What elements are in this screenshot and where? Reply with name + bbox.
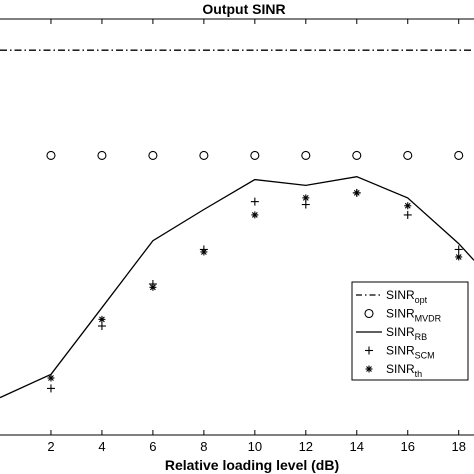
- legend-box: [351, 281, 469, 381]
- point-mvdr-3: [199, 150, 209, 160]
- point-th-2: [149, 283, 157, 291]
- point-mvdr-5: [301, 150, 311, 160]
- x-tick-label-4: 10: [248, 439, 262, 454]
- series-layer: [0, 49, 474, 399]
- point-scm-4: [250, 197, 259, 206]
- legend-item-mvdr: SINRMVDR: [364, 307, 442, 324]
- point-th-4: [251, 211, 259, 219]
- point-scm-8: [454, 245, 463, 254]
- legend-marker-th: [365, 365, 373, 373]
- legend-item-rb: SINRRB: [356, 325, 427, 342]
- legend-marker-mvdr: [364, 308, 374, 319]
- point-mvdr-2: [148, 150, 158, 160]
- point-mvdr-1: [97, 150, 107, 160]
- point-mvdr-6: [352, 150, 362, 160]
- x-tick-label-3: 8: [200, 439, 207, 454]
- plot-area: [0, 18, 474, 436]
- x-axis-label: Relative loading level (dB): [165, 457, 339, 473]
- point-mvdr-0: [46, 150, 56, 160]
- legend-label-th: SINRth: [386, 362, 422, 379]
- point-th-8: [455, 253, 463, 261]
- point-th-6: [353, 189, 361, 197]
- point-th-1: [98, 315, 106, 323]
- legend-item-opt: SINRopt: [356, 288, 428, 305]
- x-tick-label-1: 4: [98, 439, 105, 454]
- legend-label-mvdr: SINRMVDR: [386, 307, 442, 324]
- x-tick-label-7: 16: [401, 439, 415, 454]
- x-tick-label-5: 12: [299, 439, 313, 454]
- x-tick-label-0: 2: [47, 439, 54, 454]
- point-mvdr-7: [403, 150, 413, 160]
- series-line-rb: [0, 176, 474, 399]
- point-scm-0: [46, 384, 55, 393]
- x-axis-ticks: 2 4 6 8 10 12 14 16 18: [47, 19, 466, 454]
- legend-item-scm: SINRSCM: [365, 344, 435, 361]
- point-mvdr-8: [454, 150, 464, 160]
- legend-item-th: SINRth: [365, 362, 422, 379]
- point-scm-5: [301, 200, 310, 209]
- legend-marker-scm: [365, 346, 373, 355]
- x-tick-label-2: 6: [149, 439, 156, 454]
- legend-label-opt: SINRopt: [386, 288, 428, 305]
- x-tick-label-6: 14: [350, 439, 364, 454]
- x-tick-label-8: 18: [451, 439, 465, 454]
- point-scm-1: [97, 322, 106, 331]
- chart-title: Output SINR: [202, 1, 285, 17]
- point-mvdr-4: [250, 150, 260, 160]
- point-th-3: [200, 248, 208, 256]
- point-scm-7: [403, 210, 412, 219]
- point-th-0: [47, 374, 55, 382]
- point-th-5: [302, 194, 310, 202]
- legend-label-rb: SINRRB: [386, 325, 427, 342]
- point-th-7: [404, 202, 412, 210]
- legend-label-scm: SINRSCM: [386, 344, 435, 361]
